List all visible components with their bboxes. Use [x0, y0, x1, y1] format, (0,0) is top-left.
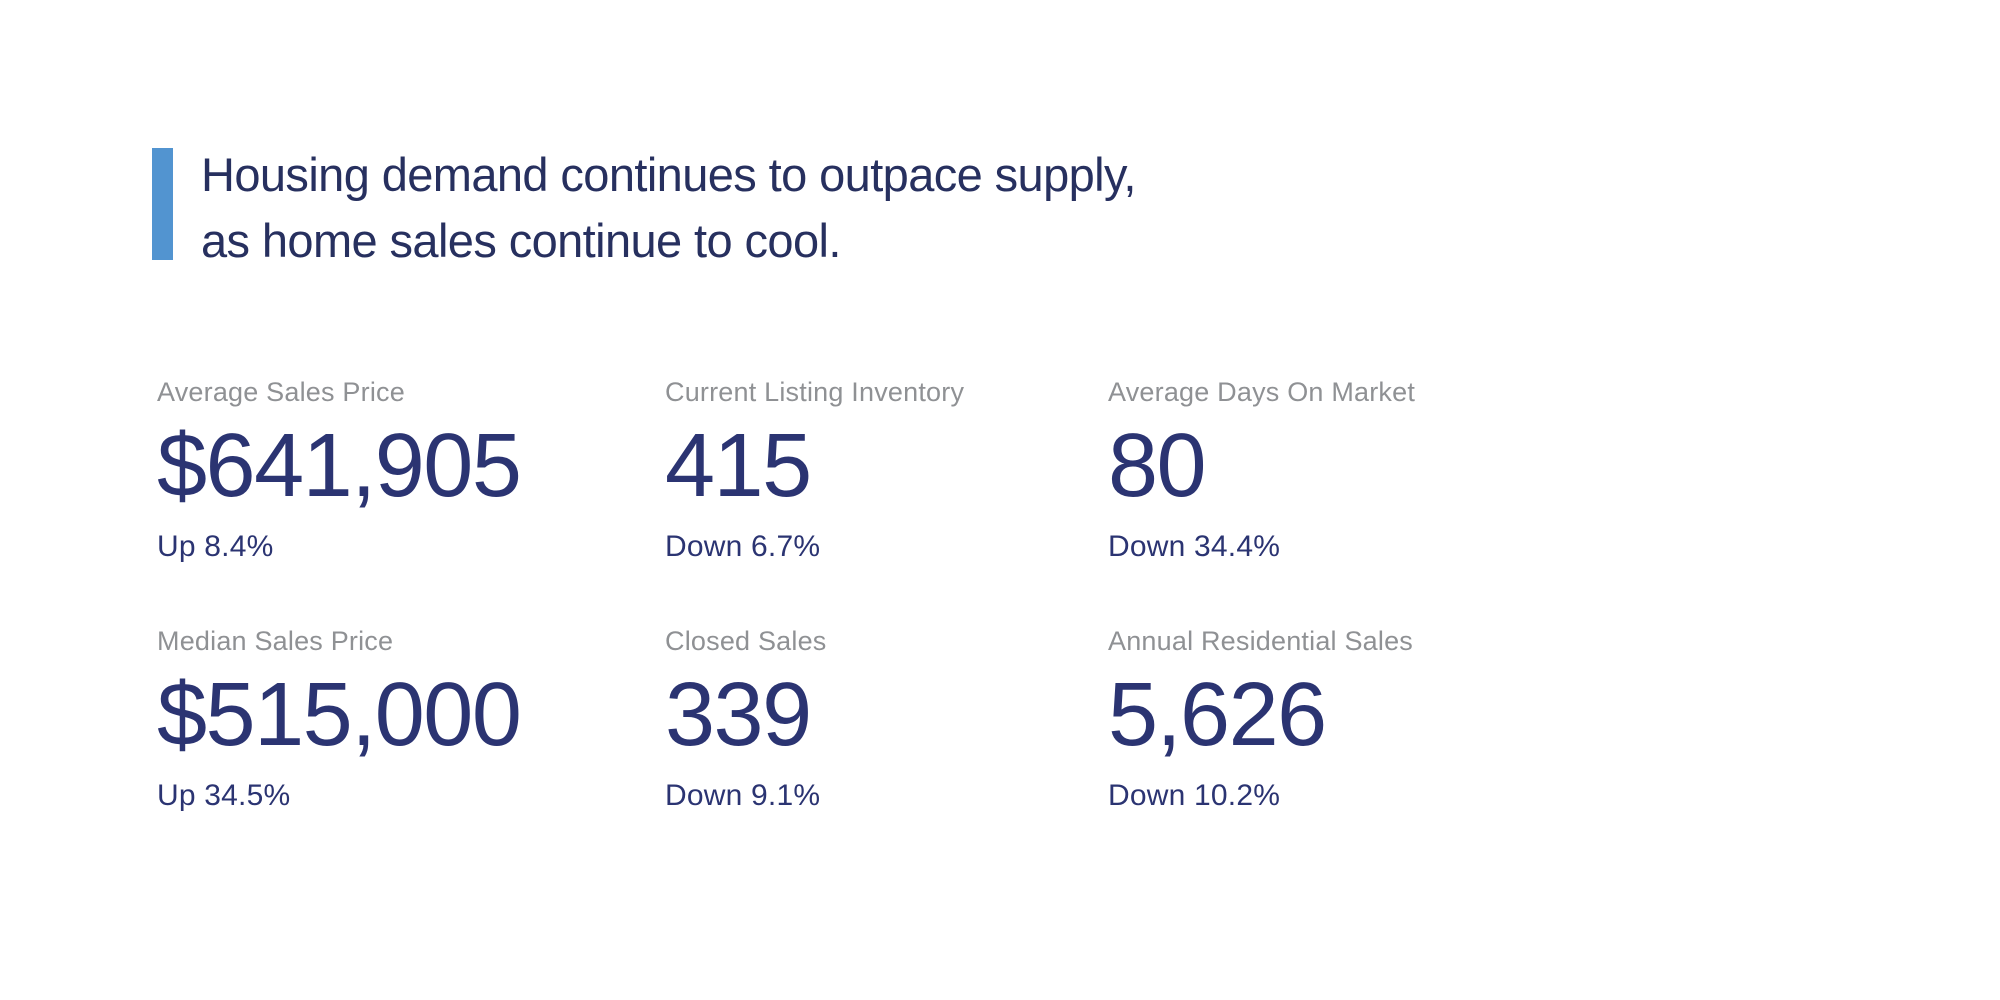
stat-change: Down 6.7% [665, 530, 821, 563]
stat-change: Down 34.4% [1108, 530, 1281, 563]
headline-line-2: as home sales continue to cool. [201, 214, 841, 267]
headline-accent-bar [152, 148, 173, 260]
stat-average-days-on-market: Average Days On Market 80 Down 34.4% [1108, 376, 1668, 565]
stat-change: Up 34.5% [157, 779, 291, 812]
stat-average-sales-price: Average Sales Price $641,905 Up 8.4% [157, 376, 665, 565]
stat-value: 80 [1108, 416, 1207, 516]
stat-value: 5,626 [1108, 665, 1327, 765]
headline: Housing demand continues to outpace supp… [152, 142, 1136, 274]
headline-line-1: Housing demand continues to outpace supp… [201, 148, 1136, 201]
stat-value: 415 [665, 416, 812, 516]
stat-change: Up 8.4% [157, 530, 274, 563]
stat-label: Annual Residential Sales [1108, 626, 1413, 656]
headline-text: Housing demand continues to outpace supp… [201, 142, 1136, 274]
stats-grid: Average Sales Price $641,905 Up 8.4% Cur… [157, 376, 1668, 814]
stat-current-listing-inventory: Current Listing Inventory 415 Down 6.7% [665, 376, 1108, 565]
stat-label: Median Sales Price [157, 626, 394, 656]
stat-change: Down 10.2% [1108, 779, 1281, 812]
stat-value: 339 [665, 665, 812, 765]
stat-value: $515,000 [157, 665, 522, 765]
stat-closed-sales: Closed Sales 339 Down 9.1% [665, 625, 1108, 814]
stat-annual-residential-sales: Annual Residential Sales 5,626 Down 10.2… [1108, 625, 1668, 814]
stat-label: Average Days On Market [1108, 377, 1416, 407]
stat-label: Closed Sales [665, 626, 827, 656]
stat-value: $641,905 [157, 416, 522, 516]
stat-change: Down 9.1% [665, 779, 821, 812]
stat-median-sales-price: Median Sales Price $515,000 Up 34.5% [157, 625, 665, 814]
stat-label: Average Sales Price [157, 377, 405, 407]
stat-label: Current Listing Inventory [665, 377, 965, 407]
